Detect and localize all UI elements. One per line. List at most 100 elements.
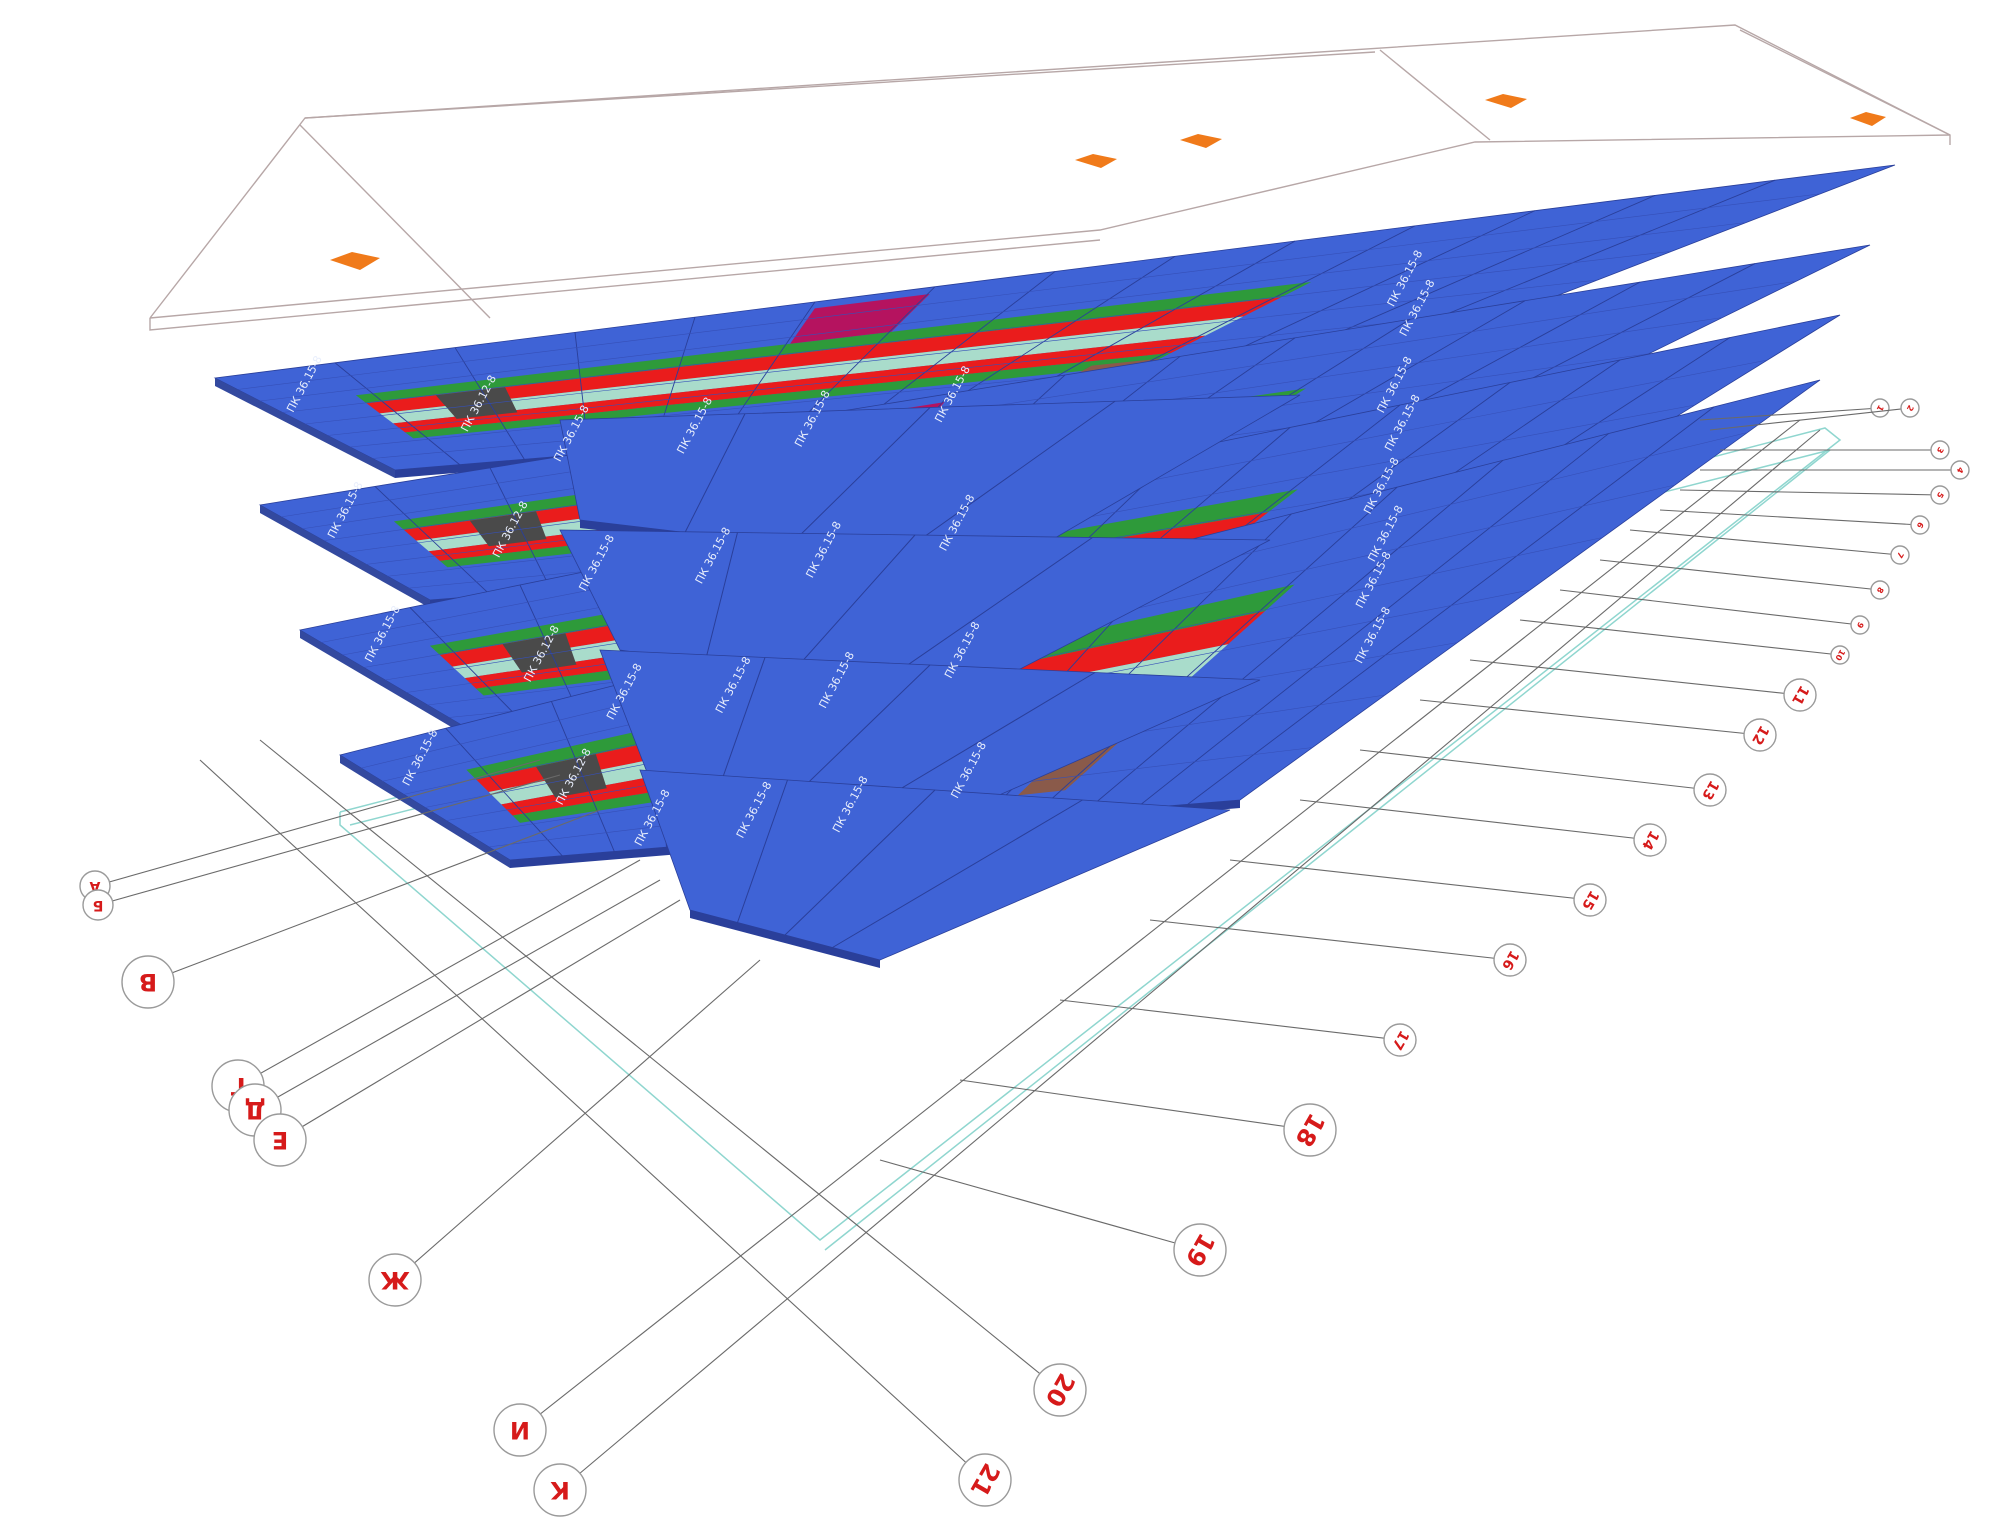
axis-line	[959, 1079, 1311, 1131]
slab-edge	[215, 378, 395, 478]
axis-callout-4: 4	[1700, 460, 1970, 480]
panel-joint	[874, 537, 1093, 688]
axis-callout-1: 1	[1699, 398, 1890, 421]
axis-callout-18: 18	[959, 1079, 1337, 1157]
axis-line	[1469, 659, 1801, 696]
axis-callout-6: 6	[1659, 509, 1930, 535]
axis-number-label: 8	[1874, 585, 1885, 595]
axis-line	[1419, 699, 1761, 736]
core-block	[536, 754, 607, 798]
axis-number-label: 2	[1905, 403, 1916, 412]
axis-callout-И: И	[493, 419, 1801, 1457]
axis-callout-10: 10	[1519, 619, 1850, 665]
panel-joint	[237, 193, 1821, 390]
panel-joint	[789, 534, 916, 676]
axis-number-label: 1	[1874, 403, 1885, 413]
axis-bubble	[253, 1113, 307, 1167]
axis-line	[279, 899, 681, 1141]
axis-number-label: 9	[1854, 620, 1865, 630]
corridor-red-strip	[393, 335, 1206, 433]
axis-line	[1699, 407, 1881, 421]
axis-callout-19: 19	[879, 1159, 1227, 1277]
axis-letter-label: Е	[272, 1126, 288, 1154]
axis-bubble	[1890, 545, 1910, 565]
axis-callout-9: 9	[1559, 589, 1870, 635]
panel-joint	[304, 279, 1598, 425]
axis-line	[254, 879, 661, 1111]
roof-skylights	[330, 94, 1886, 270]
axis-callout-5: 5	[1679, 485, 1950, 505]
corridor-green-strip	[355, 282, 1312, 404]
axis-number-label: 3	[1935, 445, 1946, 454]
axis-bubble	[368, 1253, 422, 1307]
axis-letter-label: И	[510, 1416, 530, 1444]
axis-callout-8: 8	[1599, 559, 1890, 600]
axis-letter-label: Д	[244, 1096, 265, 1124]
axis-number-label: 6	[1914, 520, 1925, 530]
axis-bubble	[958, 1453, 1012, 1507]
axis-line	[879, 1159, 1201, 1251]
panel-joint	[784, 789, 936, 936]
axis-callout-14: 14	[1299, 799, 1667, 857]
axis-line	[1229, 859, 1591, 901]
axis-line	[1659, 509, 1921, 526]
axis-line	[1679, 489, 1941, 496]
axis-bubble	[1930, 485, 1950, 505]
axis-bubble	[1573, 883, 1607, 917]
axis-callout-2: 2	[1709, 398, 1920, 431]
slab-edge	[260, 505, 430, 608]
floor-slabs	[213, 164, 1896, 968]
axis-letter-label: А	[89, 878, 100, 894]
axis-bubble	[1173, 1223, 1227, 1277]
axis-bubble	[82, 889, 114, 921]
panel-joint	[281, 280, 1797, 518]
panel-joint	[704, 532, 738, 663]
skylight-icon	[1850, 112, 1886, 126]
axis-callout-Б: Б	[82, 774, 561, 921]
panel-joint	[894, 400, 1116, 558]
axis-callout-20: 20	[259, 739, 1087, 1417]
skylight-icon	[1485, 94, 1527, 108]
axis-bubble	[1033, 1363, 1087, 1417]
axis-callout-12: 12	[1419, 699, 1777, 752]
axis-callout-21: 21	[199, 759, 1012, 1507]
axis-line	[259, 739, 1061, 1391]
axis-letter-label: Б	[93, 897, 104, 913]
axis-bubble	[1783, 678, 1817, 712]
axis-callout-15: 15	[1229, 859, 1607, 917]
axis-line	[1559, 589, 1861, 626]
panel-joint	[282, 250, 1672, 413]
axis-line	[559, 429, 1821, 1491]
axis-bubble	[121, 955, 175, 1009]
axis-callout-Ж: Ж	[368, 959, 761, 1307]
axis-bubble	[1900, 398, 1920, 418]
axis-bubble	[1950, 460, 1970, 480]
corridor-red-strip	[366, 297, 1281, 414]
axis-bubble	[1870, 398, 1890, 418]
panel-joint	[717, 657, 766, 793]
axis-callout-16: 16	[1149, 919, 1527, 977]
axis-line	[237, 859, 641, 1087]
skylight-icon	[1180, 134, 1222, 148]
skylight-icon	[330, 252, 380, 270]
axis-bubble	[1850, 615, 1870, 635]
roof-wireframe	[149, 24, 1951, 331]
axis-callout-Д: Д	[228, 879, 661, 1137]
axis-line	[394, 959, 761, 1281]
slab-edge	[690, 910, 880, 968]
axis-number-label: 7	[1895, 550, 1906, 559]
core-block	[502, 633, 577, 673]
axis-number-label: 5	[1934, 490, 1945, 500]
axis-line	[94, 759, 541, 887]
axis-callout-Е: Е	[253, 899, 681, 1167]
axis-callout-11: 11	[1469, 659, 1817, 712]
axis-line	[147, 809, 601, 983]
panel-joint	[259, 222, 1747, 402]
axis-bubble	[493, 1403, 547, 1457]
core-block	[469, 511, 547, 547]
axis-bubble	[1493, 943, 1527, 977]
skylight-icon	[1075, 154, 1117, 168]
panel-joint	[684, 413, 746, 533]
